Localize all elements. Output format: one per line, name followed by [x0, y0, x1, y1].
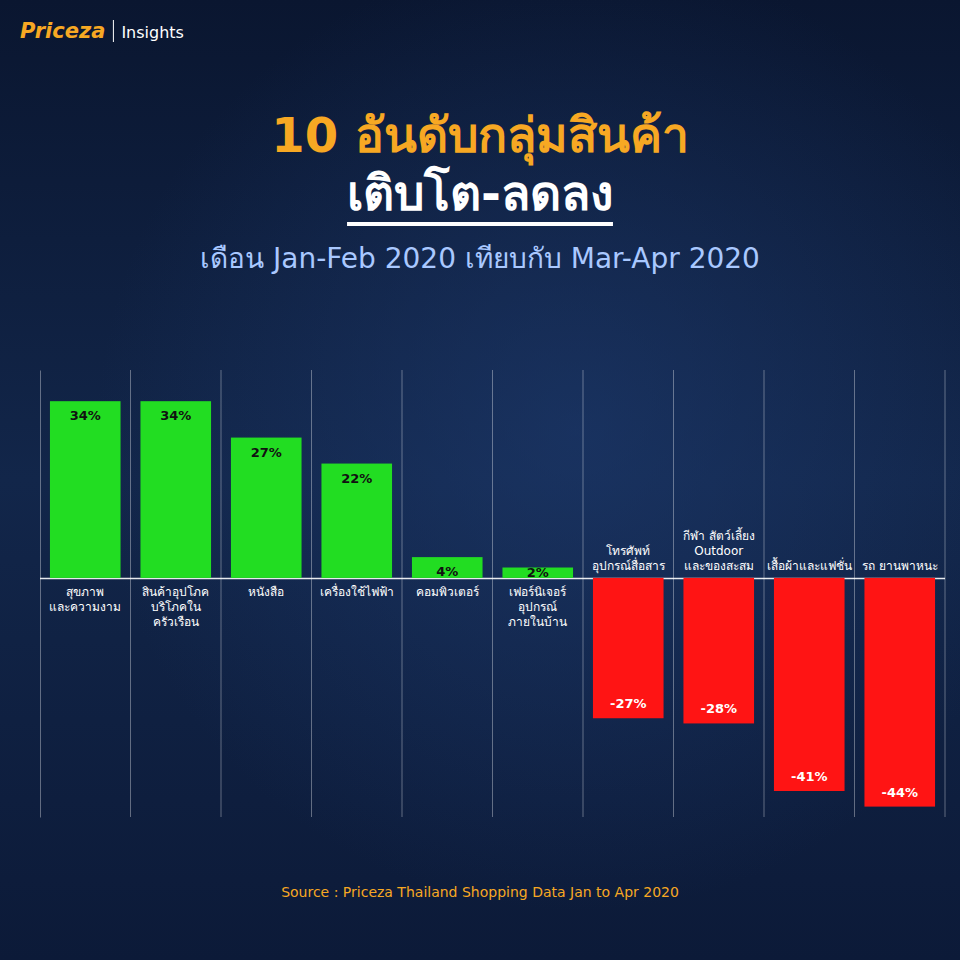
- category-label: เครื่องใช้ไฟฟ้า: [320, 583, 394, 599]
- x-tick: สินค้าอุปโภคบริโภคในครัวเรือน: [142, 585, 209, 629]
- category-label-line: ครัวเรือน: [153, 615, 199, 629]
- x-tick: เครื่องใช้ไฟฟ้า: [320, 583, 394, 599]
- category-label: เฟอร์นิเจอร์อุปกรณ์ภายในบ้าน: [508, 585, 567, 629]
- column-separator: [221, 370, 222, 817]
- brand-label: Insights: [121, 23, 184, 42]
- x-tick: เสื้อผ้าและแฟชั่น: [767, 557, 852, 573]
- column-separators: [131, 370, 946, 817]
- column-separator: [311, 370, 312, 817]
- category-label: รถ ยานพาหนะ: [862, 559, 938, 573]
- x-tick: กีฬา สัตว์เลี้ยงOutdoorและของสะสม: [683, 527, 755, 573]
- data-label: 34%: [160, 408, 191, 423]
- source: Source : Priceza Thailand Shopping Data …: [281, 884, 679, 900]
- column-separator: [854, 370, 855, 817]
- category-label-line: และความงาม: [49, 600, 121, 614]
- category-label-line: บริโภคใน: [151, 600, 201, 614]
- category-label: โทรศัพท์อุปกรณ์สื่อสาร: [592, 544, 666, 574]
- brand-separator: [113, 20, 114, 42]
- x-tick: คอมพิวเตอร์: [416, 585, 480, 599]
- category-label: เสื้อผ้าและแฟชั่น: [767, 557, 852, 573]
- category-label: คอมพิวเตอร์: [416, 585, 480, 599]
- brand: Priceza: [20, 19, 105, 43]
- column-separator: [402, 370, 403, 817]
- category-label-line: เฟอร์นิเจอร์: [509, 585, 567, 599]
- x-tick: รถ ยานพาหนะ: [862, 559, 938, 573]
- data-label: -41%: [791, 769, 828, 784]
- data-labels: 34% 34% 27% 22% 4% 2% -27% -28% -41% -44%: [70, 408, 918, 799]
- x-axis: สุขภาพและความงาม สินค้าอุปโภคบริโภคในครัว…: [49, 527, 937, 629]
- x-tick: โทรศัพท์อุปกรณ์สื่อสาร: [592, 544, 666, 574]
- data-label: -27%: [610, 696, 647, 711]
- data-label: 4%: [436, 564, 458, 579]
- y-axis: [40, 371, 945, 818]
- column-separator: [945, 370, 946, 817]
- category-label-line: โทรศัพท์: [606, 544, 650, 558]
- bars: [50, 401, 935, 806]
- category-label-line: อุปกรณ์: [518, 600, 557, 615]
- category-label-line: กีฬา สัตว์เลี้ยง: [683, 527, 755, 543]
- chart-svg: Priceza Insights 10 อันดับกลุ่มสินค้าเติบโ…: [0, 0, 960, 960]
- column-separator: [764, 370, 765, 817]
- bar: [231, 438, 302, 578]
- data-label: 34%: [70, 408, 101, 423]
- data-label: 2%: [527, 565, 549, 580]
- subtitle: เดือน Jan-Feb 2020 เทียบกับ Mar-Apr 2020: [200, 242, 760, 275]
- plot: 34%34%27%22%4%2%-27%-28%-41%-44%สุขภาพแล…: [40, 370, 945, 818]
- title-underline: [347, 222, 613, 226]
- title-line-1: 10 อันดับกลุ่มสินค้า: [271, 107, 689, 166]
- column-separator: [130, 370, 131, 817]
- category-label-line: อุปกรณ์สื่อสาร: [592, 557, 666, 574]
- bar: [683, 578, 754, 724]
- bar: [140, 401, 211, 578]
- x-tick: เฟอร์นิเจอร์อุปกรณ์ภายในบ้าน: [508, 585, 567, 629]
- data-label: 27%: [251, 445, 282, 460]
- column-separator: [492, 370, 493, 817]
- bar: [774, 578, 845, 791]
- data-label: -28%: [700, 701, 737, 716]
- title-line-2: เติบโต-ลดลง: [347, 165, 613, 221]
- background: [0, 0, 960, 960]
- column-separator: [673, 370, 674, 817]
- category-label: หนังสือ: [248, 585, 284, 599]
- x-tick: หนังสือ: [248, 585, 284, 599]
- category-label-line: หนังสือ: [248, 585, 284, 599]
- data-label: 22%: [341, 471, 372, 486]
- category-label-line: สุขภาพ: [66, 585, 104, 600]
- category-label: กีฬา สัตว์เลี้ยงOutdoorและของสะสม: [683, 527, 755, 573]
- category-label-line: Outdoor: [694, 544, 743, 558]
- category-label-line: และของสะสม: [684, 559, 754, 573]
- column-separator: [583, 370, 584, 817]
- category-label-line: เสื้อผ้าและแฟชั่น: [767, 557, 852, 573]
- category-label-line: รถ ยานพาหนะ: [862, 559, 938, 573]
- x-tick: สุขภาพและความงาม: [49, 585, 121, 614]
- chart-root: Priceza Insights 10 อันดับกลุ่มสินค้าเติบโ…: [0, 0, 960, 960]
- category-label-line: ภายในบ้าน: [508, 615, 567, 629]
- y-axis-line: [40, 371, 41, 818]
- bar: [50, 401, 121, 578]
- data-label: -44%: [881, 785, 918, 800]
- bar: [864, 578, 935, 807]
- bar: [593, 578, 664, 718]
- category-label: สุขภาพและความงาม: [49, 585, 121, 614]
- category-label-line: สินค้าอุปโภค: [142, 585, 209, 600]
- category-label: สินค้าอุปโภคบริโภคในครัวเรือน: [142, 585, 209, 629]
- category-label-line: เครื่องใช้ไฟฟ้า: [320, 583, 394, 599]
- bar: [321, 464, 392, 578]
- background-glow: [0, 0, 960, 960]
- category-label-line: คอมพิวเตอร์: [416, 585, 480, 599]
